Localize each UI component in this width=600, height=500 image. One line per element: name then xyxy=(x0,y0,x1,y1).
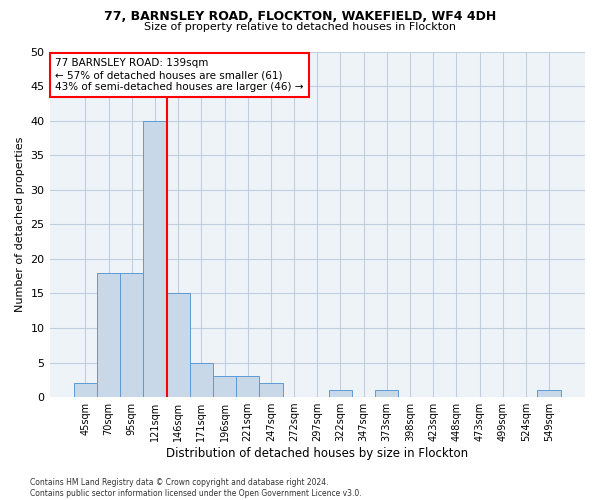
Text: 77 BARNSLEY ROAD: 139sqm
← 57% of detached houses are smaller (61)
43% of semi-d: 77 BARNSLEY ROAD: 139sqm ← 57% of detach… xyxy=(55,58,304,92)
X-axis label: Distribution of detached houses by size in Flockton: Distribution of detached houses by size … xyxy=(166,447,469,460)
Bar xyxy=(190,362,213,397)
Bar xyxy=(236,376,259,397)
Text: 77, BARNSLEY ROAD, FLOCKTON, WAKEFIELD, WF4 4DH: 77, BARNSLEY ROAD, FLOCKTON, WAKEFIELD, … xyxy=(104,10,496,23)
Text: Size of property relative to detached houses in Flockton: Size of property relative to detached ho… xyxy=(144,22,456,32)
Y-axis label: Number of detached properties: Number of detached properties xyxy=(15,136,25,312)
Bar xyxy=(329,390,352,397)
Bar xyxy=(120,272,143,397)
Text: Contains HM Land Registry data © Crown copyright and database right 2024.
Contai: Contains HM Land Registry data © Crown c… xyxy=(30,478,362,498)
Bar xyxy=(375,390,398,397)
Bar xyxy=(167,294,190,397)
Bar xyxy=(259,384,283,397)
Bar xyxy=(143,120,167,397)
Bar xyxy=(97,272,120,397)
Bar xyxy=(538,390,560,397)
Bar xyxy=(213,376,236,397)
Bar xyxy=(74,384,97,397)
